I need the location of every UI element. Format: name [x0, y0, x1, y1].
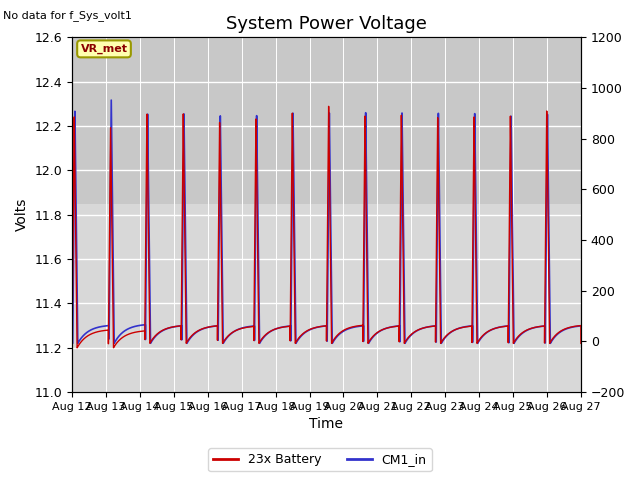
- Legend: 23x Battery, CM1_in: 23x Battery, CM1_in: [208, 448, 432, 471]
- Bar: [72, 37, 581, 204]
- Y-axis label: Volts: Volts: [15, 198, 29, 231]
- X-axis label: Time: Time: [310, 418, 344, 432]
- Text: No data for f_Sys_volt1: No data for f_Sys_volt1: [3, 11, 132, 22]
- Text: VR_met: VR_met: [81, 44, 127, 54]
- Title: System Power Voltage: System Power Voltage: [226, 15, 427, 33]
